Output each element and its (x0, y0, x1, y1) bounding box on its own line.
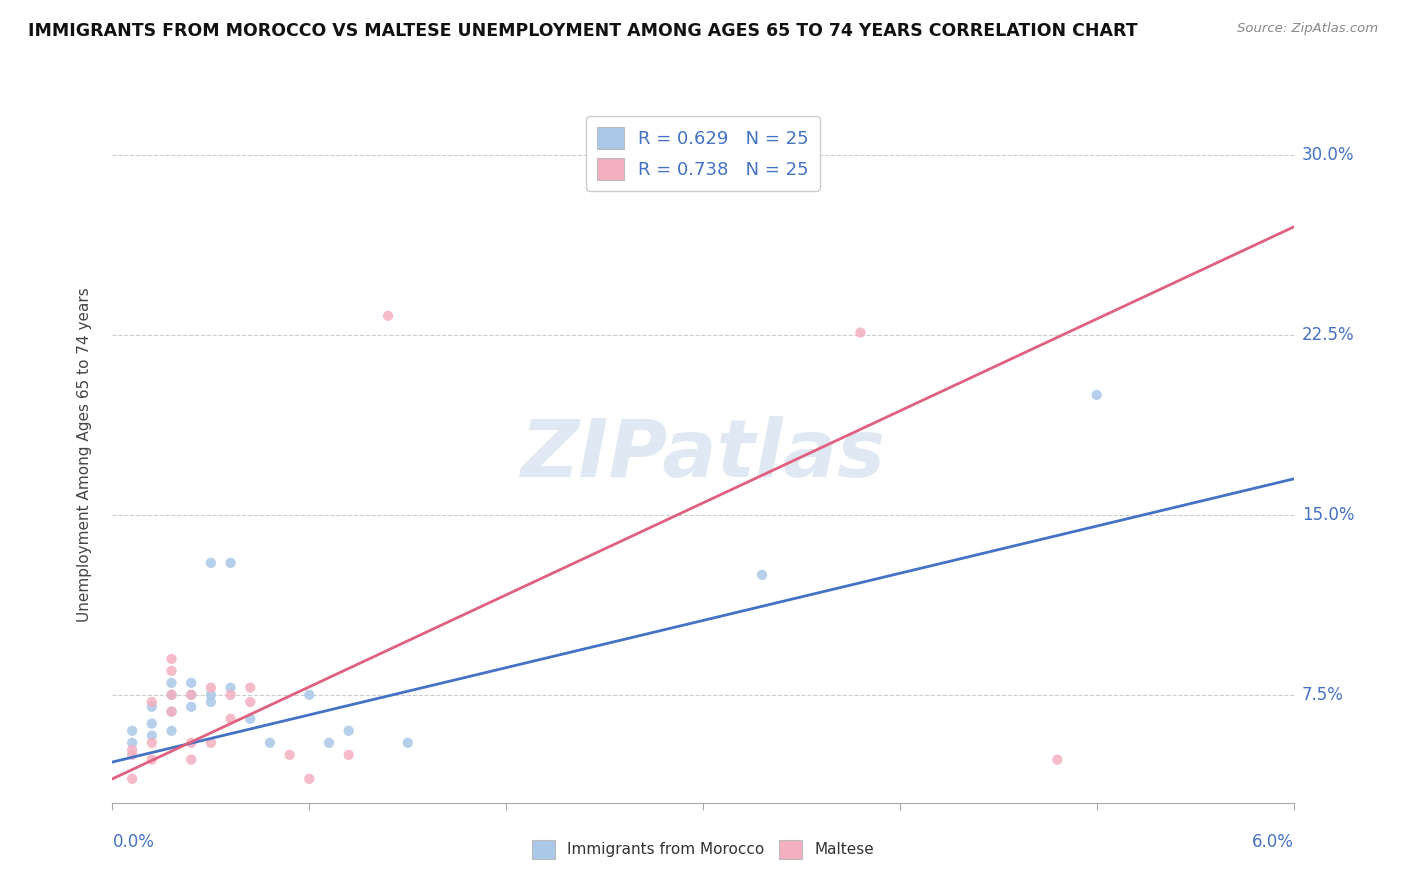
Point (377, 309, 399, 323)
Point (337, 747, 360, 762)
Point (121, 743, 143, 757)
Point (160, 652, 183, 666)
Point (121, 723, 143, 738)
Point (121, 772, 143, 786)
Point (160, 664, 183, 678)
Point (239, 712, 262, 726)
Point (180, 736, 202, 750)
Text: 6.0%: 6.0% (1251, 833, 1294, 851)
Point (278, 747, 301, 762)
Point (141, 753, 163, 767)
Point (121, 747, 143, 762)
Point (180, 699, 202, 714)
Point (396, 736, 419, 750)
Point (200, 736, 222, 750)
Point (160, 688, 183, 702)
Point (160, 705, 183, 719)
Point (141, 716, 163, 731)
Point (298, 688, 321, 702)
Point (219, 681, 242, 695)
Legend: Immigrants from Morocco, Maltese: Immigrants from Morocco, Maltese (526, 834, 880, 864)
Y-axis label: Unemployment Among Ages 65 to 74 years: Unemployment Among Ages 65 to 74 years (77, 287, 91, 623)
Point (141, 695, 163, 709)
Point (318, 736, 340, 750)
Point (200, 688, 222, 702)
Point (180, 676, 202, 690)
Point (1046, 753, 1069, 767)
Point (160, 723, 183, 738)
Point (180, 688, 202, 702)
Point (160, 705, 183, 719)
Text: 7.5%: 7.5% (1302, 686, 1344, 704)
Point (200, 695, 222, 709)
Text: 22.5%: 22.5% (1302, 326, 1354, 344)
Text: 0.0%: 0.0% (112, 833, 155, 851)
Point (298, 772, 321, 786)
Point (219, 688, 242, 702)
Point (239, 681, 262, 695)
Point (200, 556, 222, 570)
Point (219, 556, 242, 570)
Text: IMMIGRANTS FROM MOROCCO VS MALTESE UNEMPLOYMENT AMONG AGES 65 TO 74 YEARS CORREL: IMMIGRANTS FROM MOROCCO VS MALTESE UNEMP… (28, 22, 1137, 40)
Point (200, 681, 222, 695)
Point (239, 695, 262, 709)
Point (141, 729, 163, 743)
Point (141, 699, 163, 714)
Point (180, 688, 202, 702)
Point (259, 736, 281, 750)
Text: 15.0%: 15.0% (1302, 506, 1354, 524)
Point (160, 688, 183, 702)
Point (160, 676, 183, 690)
Text: ZIPatlas: ZIPatlas (520, 416, 886, 494)
Point (121, 736, 143, 750)
Point (219, 712, 242, 726)
Point (337, 723, 360, 738)
Point (141, 736, 163, 750)
Point (1085, 388, 1108, 402)
Point (751, 567, 773, 582)
Point (180, 753, 202, 767)
Text: Source: ZipAtlas.com: Source: ZipAtlas.com (1237, 22, 1378, 36)
Point (849, 326, 872, 340)
Text: 30.0%: 30.0% (1302, 146, 1354, 164)
